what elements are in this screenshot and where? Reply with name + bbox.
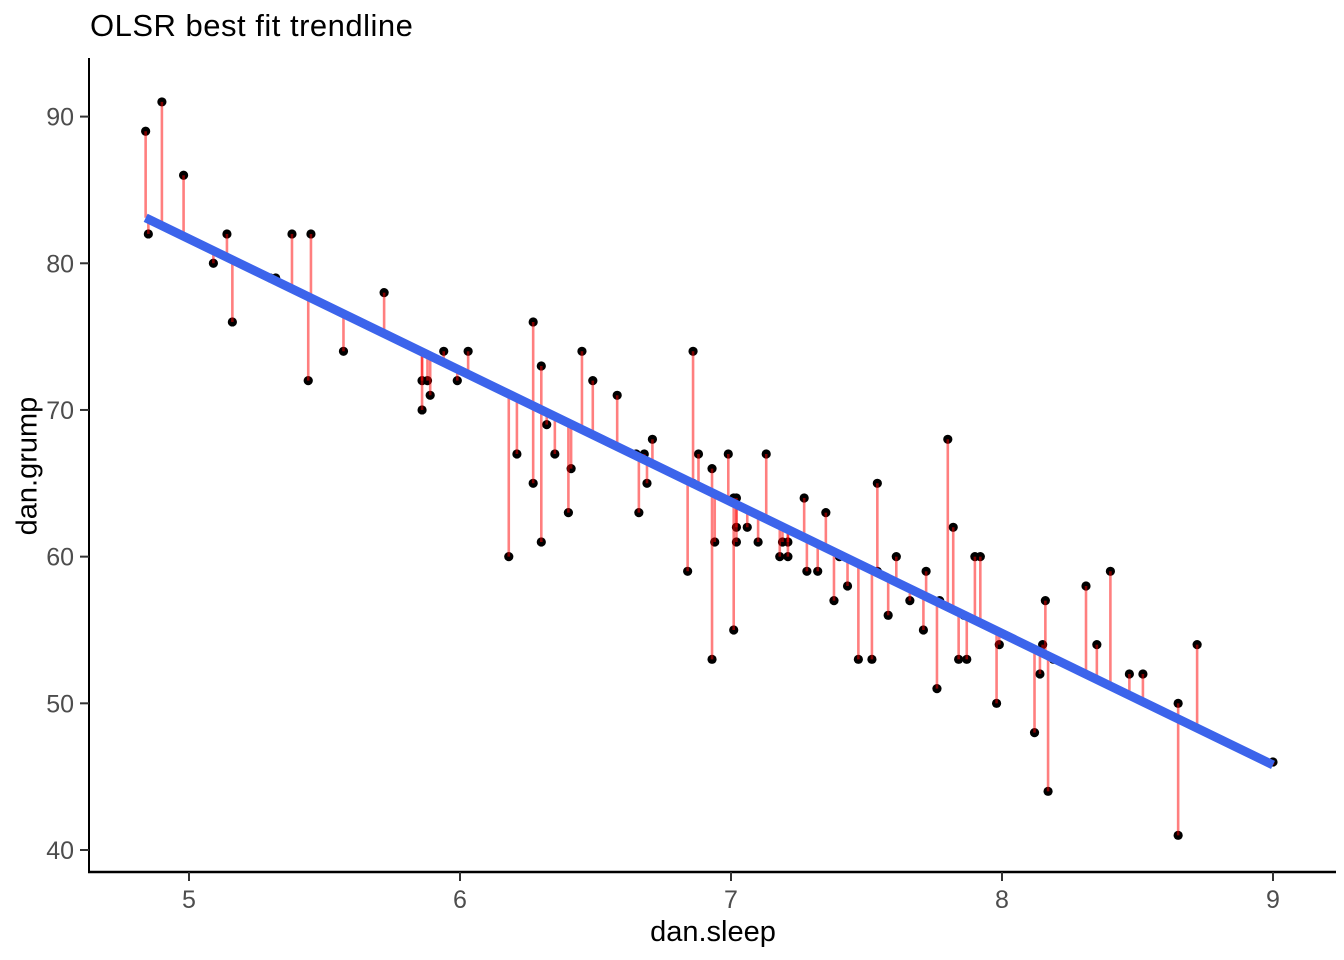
chart-title: OLSR best fit trendline bbox=[90, 8, 414, 43]
y-tick-label: 90 bbox=[46, 104, 74, 132]
x-tick-label: 7 bbox=[724, 886, 738, 914]
data-point bbox=[707, 654, 717, 664]
data-point bbox=[954, 654, 964, 664]
data-point bbox=[742, 522, 752, 532]
data-point bbox=[962, 654, 972, 664]
data-point bbox=[829, 596, 839, 606]
data-point bbox=[1173, 830, 1183, 840]
x-tick-label: 8 bbox=[995, 886, 1009, 914]
data-point bbox=[905, 596, 915, 606]
x-tick-label: 6 bbox=[453, 886, 467, 914]
data-point bbox=[842, 581, 853, 591]
x-tick-label: 5 bbox=[182, 886, 196, 914]
data-points bbox=[141, 97, 1278, 840]
y-tick-label: 60 bbox=[46, 544, 74, 572]
data-point bbox=[753, 537, 763, 547]
y-tick-label: 70 bbox=[46, 397, 74, 425]
axes: 5 6 7 8 9 40 50 60 70 80 90 bbox=[46, 58, 1336, 914]
x-tick-label: 9 bbox=[1266, 886, 1280, 914]
y-tick-label: 40 bbox=[46, 837, 74, 865]
data-point bbox=[536, 537, 546, 547]
residual-lines bbox=[144, 101, 1275, 836]
y-tick-label: 80 bbox=[46, 250, 74, 278]
y-tick-label: 50 bbox=[46, 690, 74, 718]
data-point bbox=[853, 654, 863, 664]
ols-trendline bbox=[143, 213, 1275, 769]
data-point bbox=[991, 698, 1002, 708]
trendline-group bbox=[143, 213, 1275, 769]
y-axis-title: dan.grump bbox=[11, 396, 44, 536]
data-point bbox=[867, 654, 877, 664]
x-axis-title: dan.sleep bbox=[650, 916, 776, 948]
